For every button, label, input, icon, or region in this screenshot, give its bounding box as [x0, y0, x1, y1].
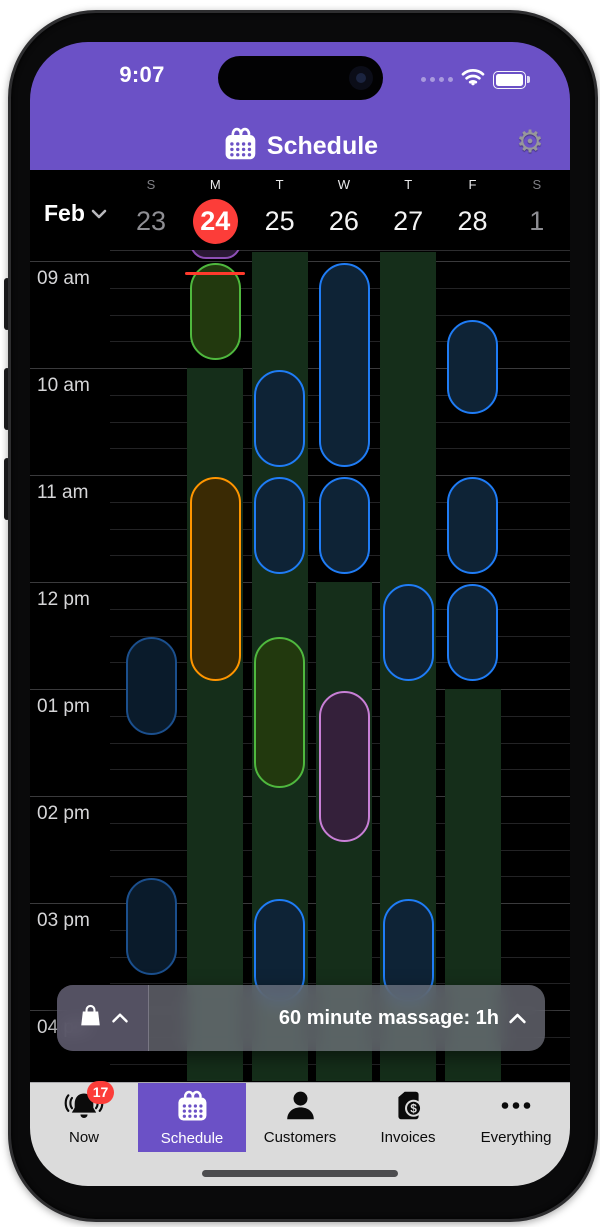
day-number: 23: [135, 206, 167, 236]
month-selector[interactable]: Feb: [44, 200, 107, 227]
day-of-week-label: T: [404, 177, 413, 192]
event-block[interactable]: [382, 583, 434, 682]
day-cell-26[interactable]: W 26: [312, 170, 376, 244]
person-icon: [284, 1089, 317, 1127]
day-number: 28: [457, 206, 488, 236]
event-block[interactable]: [254, 369, 306, 468]
screen: 9:07: [30, 42, 570, 1186]
event-block[interactable]: [254, 899, 306, 1003]
chevron-up-icon: [111, 1013, 128, 1023]
page-title: Schedule: [266, 131, 379, 160]
svg-text:$: $: [410, 1101, 417, 1115]
event-block[interactable]: [189, 250, 241, 259]
tab-everything[interactable]: Everything: [462, 1083, 570, 1152]
title-bar: Schedule: [30, 122, 570, 170]
calendar-icon: [222, 126, 258, 167]
app-header: 9:07: [30, 42, 570, 170]
day-of-week-label: T: [275, 177, 284, 192]
event-block[interactable]: [382, 899, 434, 1003]
date-picker-row: Feb S 23 M 24 T 25 W 26 T 27 F 28 S 1: [30, 170, 570, 250]
gear-icon[interactable]: ⚙: [516, 124, 544, 159]
wifi-icon: [461, 68, 485, 91]
time-label: 03 pm: [37, 910, 90, 931]
calendar-icon: [175, 1089, 209, 1128]
event-block[interactable]: [318, 476, 370, 575]
availability-block: [187, 368, 244, 1082]
cart-bar: 60 minute massage: 1h: [57, 985, 545, 1051]
tab-customers[interactable]: Customers: [246, 1083, 354, 1152]
event-block[interactable]: [254, 476, 306, 575]
event-block[interactable]: [125, 877, 177, 976]
tab-bar: Now 17 Schedule Customers $ Invoices Every…: [30, 1081, 570, 1186]
day-of-week-label: W: [337, 177, 351, 192]
cellular-dots-icon: [421, 77, 453, 82]
cart-service-expander[interactable]: 60 minute massage: 1h: [149, 985, 545, 1051]
event-block[interactable]: [125, 637, 177, 735]
battery-icon: [493, 70, 530, 89]
day-number: 24: [183, 198, 247, 244]
time-label: 02 pm: [37, 803, 90, 824]
current-time-line: [185, 272, 246, 276]
status-icons: [421, 68, 530, 91]
time-label: 12 pm: [37, 589, 90, 610]
time-label: 01 pm: [37, 696, 90, 717]
event-block[interactable]: [447, 476, 499, 575]
event-block[interactable]: [189, 262, 241, 361]
cart-service-label: 60 minute massage: 1h: [278, 1006, 499, 1029]
time-label: 11 am: [37, 482, 89, 503]
cart-expander[interactable]: [57, 985, 149, 1051]
tab-label: Now: [68, 1128, 99, 1146]
bag-icon: [77, 1002, 104, 1034]
event-block[interactable]: [318, 690, 370, 842]
tab-invoices[interactable]: $ Invoices: [354, 1083, 462, 1152]
tab-now[interactable]: Now 17: [30, 1081, 138, 1152]
day-of-week-label: M: [209, 177, 221, 192]
event-block[interactable]: [447, 583, 499, 682]
status-bar: 9:07: [30, 42, 570, 98]
day-of-week-label: S: [532, 177, 542, 192]
day-of-week-label: F: [468, 177, 477, 192]
month-label: Feb: [44, 200, 85, 226]
mute-switch: [4, 278, 10, 330]
event-block[interactable]: [447, 319, 499, 414]
day-cell-24[interactable]: M 24: [183, 170, 247, 244]
home-indicator[interactable]: [202, 1170, 398, 1177]
invoice-dollar-icon: $: [392, 1089, 425, 1127]
tab-schedule[interactable]: Schedule: [138, 1083, 246, 1152]
day-cell-23[interactable]: S 23: [119, 170, 183, 244]
chevron-down-icon: [91, 209, 107, 218]
grid-top-border: [110, 250, 570, 251]
event-block[interactable]: [318, 262, 370, 468]
tab-label: Schedule: [160, 1129, 224, 1147]
day-cell-27[interactable]: T 27: [376, 170, 440, 244]
day-number: 25: [264, 206, 295, 236]
day-number: 1: [529, 206, 545, 236]
day-number: 26: [328, 206, 359, 236]
day-number: 27: [393, 206, 424, 236]
front-camera: [349, 66, 373, 90]
tab-label: Everything: [480, 1129, 552, 1146]
day-cell-25[interactable]: T 25: [248, 170, 312, 244]
dynamic-island: [218, 56, 383, 100]
time-label: 10 am: [37, 375, 90, 396]
chevron-up-icon: [509, 1013, 526, 1023]
status-time: 9:07: [119, 62, 165, 87]
day-of-week-label: S: [146, 177, 156, 192]
time-label: 09 am: [37, 268, 90, 289]
notification-badge: 17: [87, 1081, 114, 1104]
ellipsis-icon: [497, 1089, 535, 1127]
tab-label: Invoices: [380, 1129, 436, 1146]
event-block[interactable]: [254, 637, 306, 789]
day-cell-28[interactable]: F 28: [441, 170, 505, 244]
event-block[interactable]: [189, 476, 241, 682]
volume-down-button: [4, 458, 10, 520]
selected-day-badge[interactable]: 24: [192, 199, 238, 244]
tab-label: Customers: [263, 1129, 337, 1146]
volume-up-button: [4, 368, 10, 430]
